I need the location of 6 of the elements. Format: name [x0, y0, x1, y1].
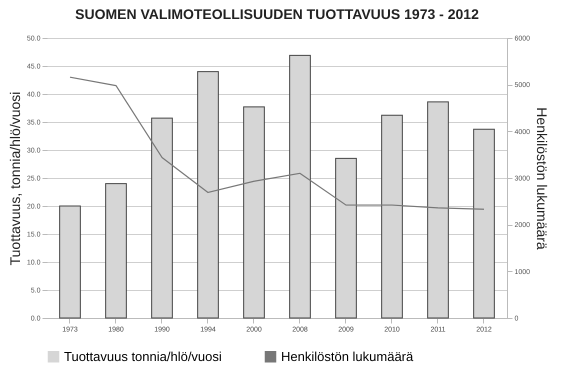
y-axis-title: Tuottavuus, tonnia/hlö/vuosi — [6, 92, 23, 266]
legend-label: Henkilöstön lukumäärä — [281, 348, 414, 364]
legend-label: Tuottavuus tonnia/hlö/vuosi — [64, 348, 222, 364]
y2-axis-title: Henkilöstön lukumäärä — [534, 107, 550, 250]
line-series — [69, 76, 485, 210]
chart-title: SUOMEN VALIMOTEOLLISUUDEN TUOTTAVUUS 1973 - 2012 — [75, 6, 480, 22]
